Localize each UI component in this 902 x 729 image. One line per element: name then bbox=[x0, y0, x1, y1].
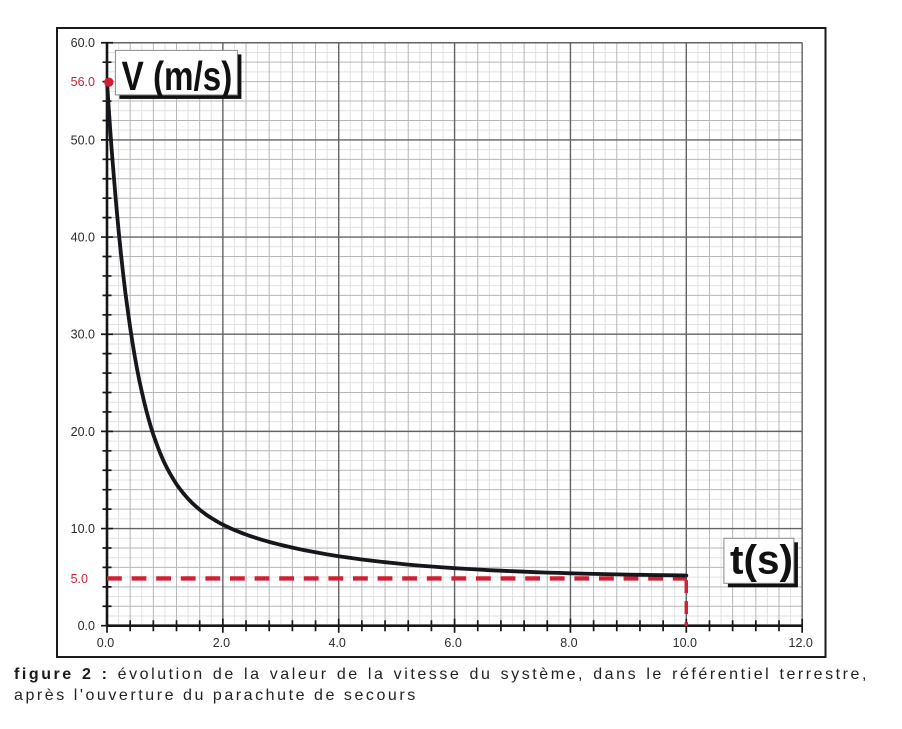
svg-text:10.0: 10.0 bbox=[71, 522, 95, 536]
svg-text:5.0: 5.0 bbox=[71, 572, 88, 586]
svg-text:2.0: 2.0 bbox=[213, 636, 230, 650]
svg-text:56.0: 56.0 bbox=[71, 75, 95, 89]
svg-text:10.0: 10.0 bbox=[673, 636, 697, 650]
svg-text:0.0: 0.0 bbox=[97, 636, 114, 650]
svg-text:12.0: 12.0 bbox=[789, 636, 813, 650]
svg-text:4.0: 4.0 bbox=[329, 636, 346, 650]
svg-text:8.0: 8.0 bbox=[560, 636, 577, 650]
svg-text:V (m/s): V (m/s) bbox=[122, 53, 233, 99]
svg-text:30.0: 30.0 bbox=[71, 328, 95, 342]
svg-text:40.0: 40.0 bbox=[71, 231, 95, 245]
svg-text:6.0: 6.0 bbox=[444, 636, 461, 650]
svg-text:50.0: 50.0 bbox=[71, 133, 95, 147]
svg-text:t(s): t(s) bbox=[730, 536, 793, 582]
svg-text:0.0: 0.0 bbox=[78, 619, 95, 633]
svg-text:20.0: 20.0 bbox=[71, 425, 95, 439]
svg-text:60.0: 60.0 bbox=[71, 36, 95, 50]
